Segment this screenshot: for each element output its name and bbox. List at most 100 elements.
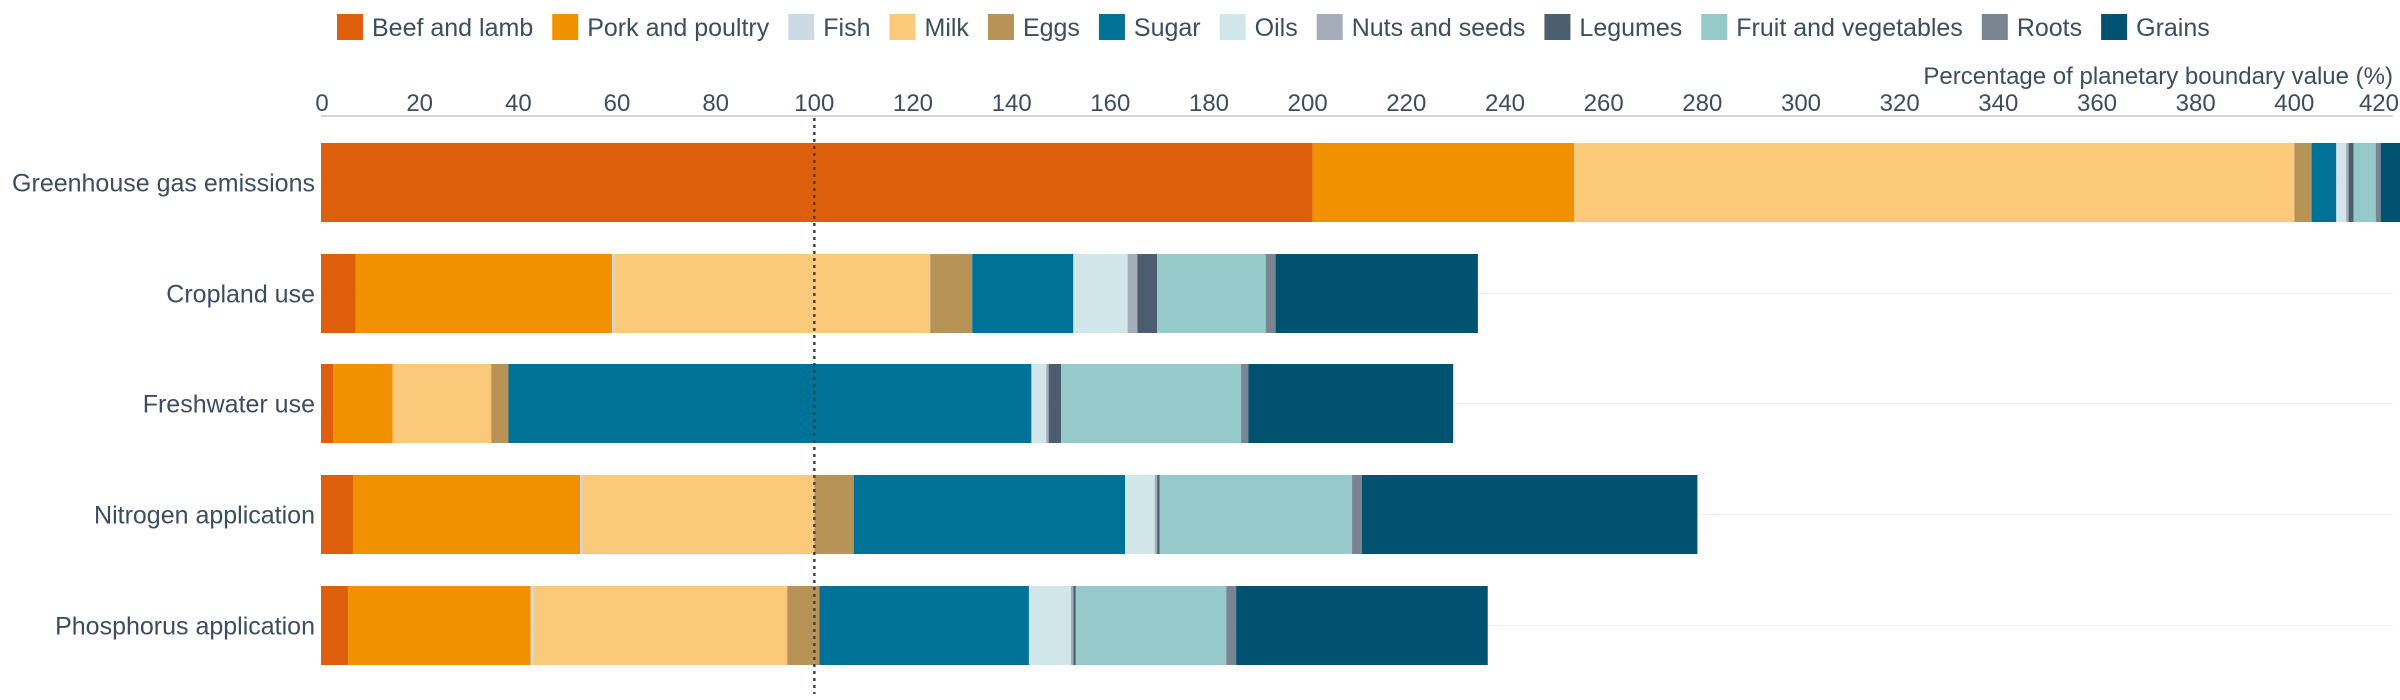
bar-phosphorus-application-grains — [1236, 586, 1488, 665]
x-tick-label: 40 — [505, 90, 532, 117]
legend-swatch-pork-and-poultry — [552, 14, 579, 40]
bar-phosphorus-application-fish — [530, 586, 534, 665]
bar-greenhouse-gas-emissions-pork-and-poultry — [1312, 143, 1575, 222]
bar-phosphorus-application-beef-and-lamb — [321, 586, 349, 665]
bar-cropland-use-beef-and-lamb — [321, 254, 356, 333]
bar-freshwater-use-sugar — [508, 364, 1032, 443]
bar-phosphorus-application-fruit-and-vegetables — [1075, 586, 1227, 665]
bar-freshwater-use-grains — [1248, 364, 1454, 443]
bar-freshwater-use-beef-and-lamb — [321, 364, 334, 443]
bar-phosphorus-application-oils — [1028, 586, 1071, 665]
bar-freshwater-use-milk — [392, 364, 492, 443]
bar-greenhouse-gas-emissions-milk — [1574, 143, 2295, 222]
category-labels: Greenhouse gas emissions Cropland use Fres… — [12, 170, 315, 641]
x-tick-label: 80 — [702, 90, 729, 117]
bar-cropland-use-grains — [1275, 254, 1478, 333]
x-tick-label: 120 — [893, 90, 933, 117]
bar-freshwater-use-nuts-and-seeds — [1046, 364, 1049, 443]
x-tick-label: 380 — [2176, 90, 2216, 117]
bar-freshwater-use-fruit-and-vegetables — [1061, 364, 1242, 443]
bar-nitrogen-application-fruit-and-vegetables — [1159, 475, 1353, 554]
bar-nitrogen-application-legumes — [1157, 475, 1160, 554]
bar-greenhouse-gas-emissions-eggs — [2294, 143, 2312, 222]
bar-nitrogen-application-fish — [580, 475, 583, 554]
legend-label-roots: Roots — [2017, 14, 2082, 42]
bar-phosphorus-application-roots — [1226, 586, 1237, 665]
bar-nitrogen-application-roots — [1352, 475, 1362, 554]
x-tick-label: 400 — [2274, 90, 2314, 117]
bar-nitrogen-application-nuts-and-seeds — [1154, 475, 1158, 554]
bar-cropland-use-fish — [612, 254, 615, 333]
bar-cropland-use-sugar — [972, 254, 1074, 333]
legend-label-oils: Oils — [1255, 14, 1298, 42]
legend-swatch-fish — [788, 14, 815, 40]
x-tick-label: 320 — [1880, 90, 1920, 117]
x-tick-label: 100 — [794, 90, 834, 117]
bar-greenhouse-gas-emissions-nuts-and-seeds — [2346, 143, 2349, 222]
legend-swatch-milk — [889, 14, 916, 40]
bars — [321, 143, 2400, 665]
bar-nitrogen-application-sugar — [853, 475, 1126, 554]
legend-label-beef-and-lamb: Beef and lamb — [372, 14, 533, 42]
legend-swatch-roots — [1981, 14, 2008, 40]
bar-greenhouse-gas-emissions-beef-and-lamb — [321, 143, 1313, 222]
bar-greenhouse-gas-emissions-roots — [2375, 143, 2381, 222]
bar-nitrogen-application-milk — [582, 475, 815, 554]
bar-cropland-use-roots — [1265, 254, 1276, 333]
bar-freshwater-use-roots — [1241, 364, 1249, 443]
bar-phosphorus-application-nuts-and-seeds — [1070, 586, 1074, 665]
x-tick-label: 20 — [406, 90, 433, 117]
x-tick-label: 0 — [315, 90, 328, 117]
legend-swatch-fruit-and-vegetables — [1701, 14, 1728, 40]
x-tick-label: 220 — [1386, 90, 1426, 117]
legend-swatch-grains — [2101, 14, 2128, 40]
x-tick-label: 240 — [1485, 90, 1525, 117]
bar-cropland-use-milk — [614, 254, 931, 333]
bar-nitrogen-application-pork-and-poultry — [353, 475, 580, 554]
legend-label-fish: Fish — [823, 14, 870, 42]
bar-cropland-use-eggs — [930, 254, 973, 333]
bar-cropland-use-fruit-and-vegetables — [1157, 254, 1266, 333]
x-tick-label: 360 — [2077, 90, 2117, 117]
legend-swatch-legumes — [1544, 14, 1571, 40]
bar-phosphorus-application-sugar — [819, 586, 1029, 665]
legend-label-milk: Milk — [925, 14, 970, 42]
bar-greenhouse-gas-emissions-fruit-and-vegetables — [2353, 143, 2376, 222]
bar-phosphorus-application-pork-and-poultry — [348, 586, 531, 665]
category-label-nitrogen-application: Nitrogen application — [94, 502, 315, 530]
category-label-cropland-use: Cropland use — [166, 281, 315, 309]
x-tick-label: 60 — [604, 90, 631, 117]
legend-label-grains: Grains — [2136, 14, 2210, 42]
legend-swatch-beef-and-lamb — [337, 14, 363, 40]
bar-cropland-use-oils — [1073, 254, 1128, 333]
bar-nitrogen-application-oils — [1125, 475, 1155, 554]
legend-label-sugar: Sugar — [1134, 14, 1201, 42]
category-label-greenhouse-gas-emissions: Greenhouse gas emissions — [12, 170, 315, 198]
x-tick-label: 200 — [1288, 90, 1328, 117]
category-label-phosphorus-application: Phosphorus application — [55, 613, 315, 641]
legend-label-legumes: Legumes — [1579, 14, 1682, 42]
bar-greenhouse-gas-emissions-oils — [2336, 143, 2347, 222]
bar-phosphorus-application-legumes — [1073, 586, 1076, 665]
legend-label-fruit-and-vegetables: Fruit and vegetables — [1736, 14, 1963, 42]
legend-swatch-sugar — [1098, 14, 1125, 40]
x-tick-label: 160 — [1090, 90, 1130, 117]
bar-greenhouse-gas-emissions-grains — [2380, 143, 2400, 222]
bar-freshwater-use-legumes — [1048, 364, 1061, 443]
x-tick-label: 420 — [2359, 90, 2399, 117]
bar-greenhouse-gas-emissions-legumes — [2348, 143, 2354, 222]
bar-cropland-use-nuts-and-seeds — [1127, 254, 1138, 333]
bar-cropland-use-legumes — [1137, 254, 1158, 333]
legend-label-pork-and-poultry: Pork and poultry — [587, 14, 770, 42]
bar-nitrogen-application-grains — [1361, 475, 1698, 554]
bar-freshwater-use-oils — [1031, 364, 1047, 443]
x-tick-label: 340 — [1978, 90, 2018, 117]
category-label-freshwater-use: Freshwater use — [143, 391, 315, 419]
x-tick-label: 180 — [1189, 90, 1229, 117]
x-tick-label: 300 — [1781, 90, 1821, 117]
legend-swatch-eggs — [987, 14, 1014, 40]
legend: Beef and lamb Pork and poultry Fish Milk Egg… — [337, 14, 2210, 42]
x-tick-label: 260 — [1584, 90, 1624, 117]
